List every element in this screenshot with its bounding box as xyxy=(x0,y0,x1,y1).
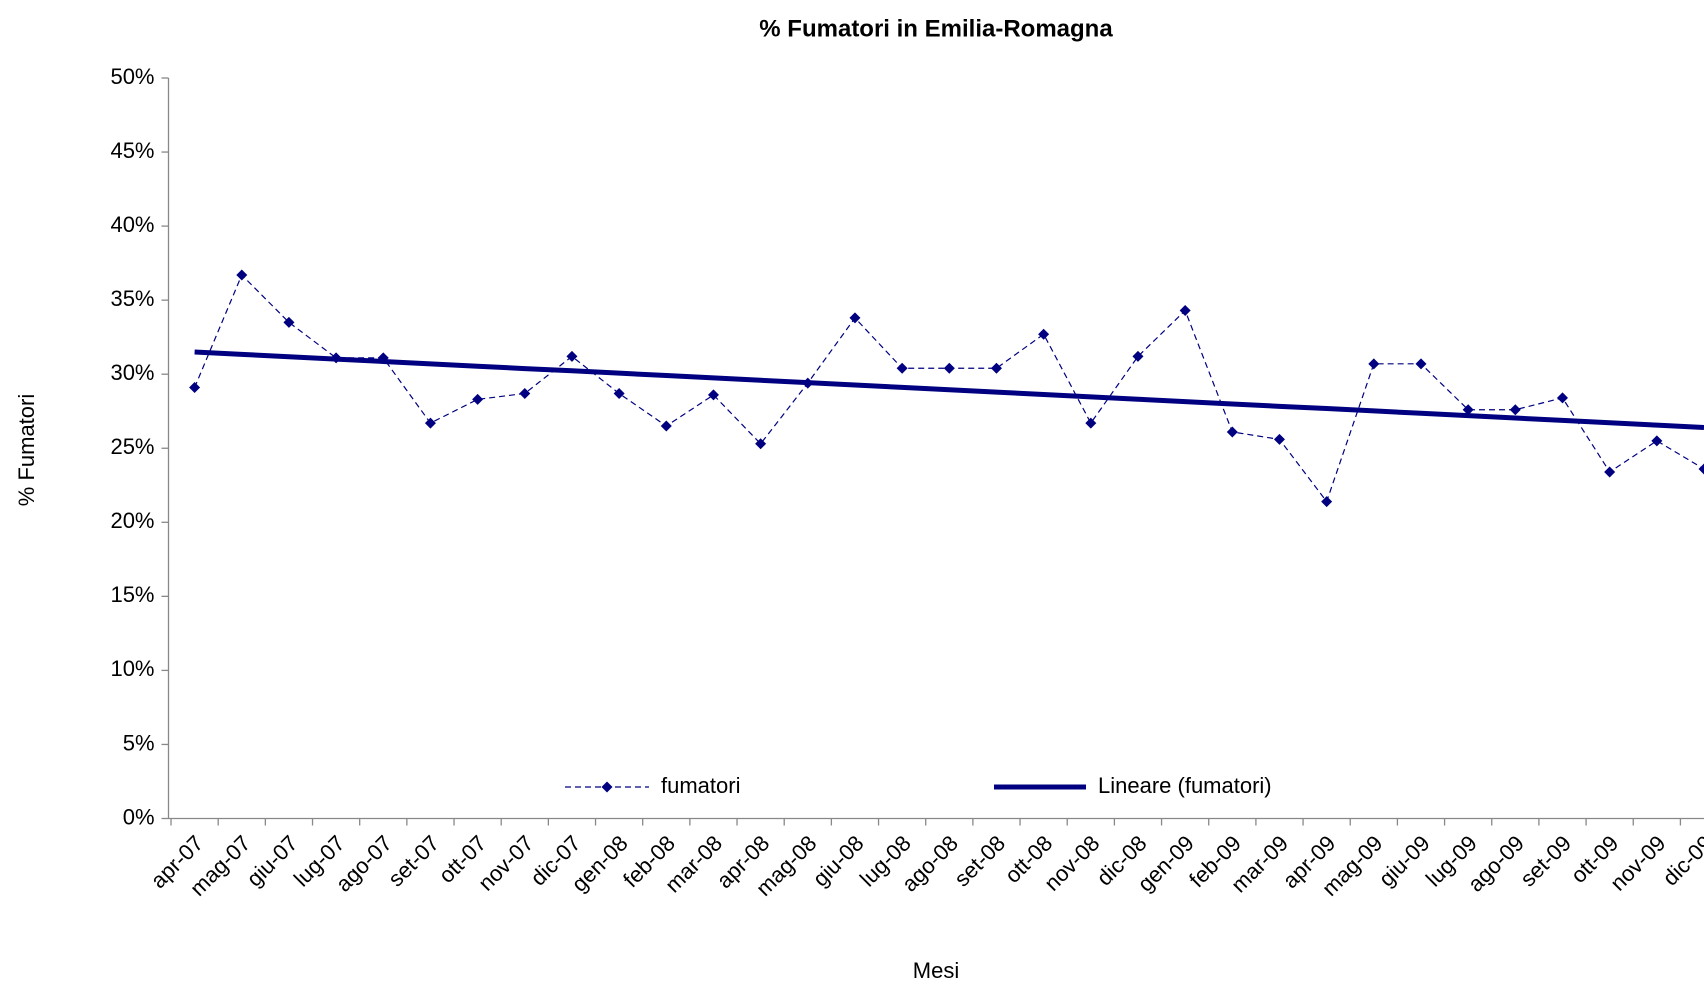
x-tick-label: set-09 xyxy=(1515,830,1576,891)
y-tick-label: 30% xyxy=(110,360,154,385)
data-point xyxy=(1226,426,1238,438)
legend-label: fumatori xyxy=(661,773,740,798)
data-point xyxy=(566,350,578,362)
data-point xyxy=(1462,404,1474,416)
data-point xyxy=(990,362,1002,374)
x-axis-label: Mesi xyxy=(913,958,959,983)
y-tick-label: 20% xyxy=(110,508,154,533)
chart-title: % Fumatori in Emilia-Romagna xyxy=(759,15,1113,42)
data-point xyxy=(943,362,955,374)
data-point xyxy=(660,420,672,432)
y-axis-label: % Fumatori xyxy=(14,394,39,506)
legend-label: Lineare (fumatori) xyxy=(1098,773,1272,798)
data-point xyxy=(1038,328,1050,340)
x-tick-label: dic-09 xyxy=(1658,830,1704,890)
x-tick-label: set-08 xyxy=(949,830,1010,891)
data-point xyxy=(1085,417,1097,429)
y-tick-label: 0% xyxy=(123,804,155,829)
x-tick-label: giu-09 xyxy=(1374,830,1435,891)
data-point xyxy=(472,393,484,405)
data-point xyxy=(283,316,295,328)
y-tick-label: 40% xyxy=(110,212,154,237)
data-point xyxy=(849,312,861,324)
data-point xyxy=(519,387,531,399)
legend-marker xyxy=(601,781,613,793)
y-tick-label: 15% xyxy=(110,582,154,607)
data-point xyxy=(1556,392,1568,404)
x-tick-label: set-07 xyxy=(383,830,444,891)
y-tick-label: 50% xyxy=(110,64,154,89)
data-point xyxy=(1698,463,1704,475)
y-tick-label: 45% xyxy=(110,138,154,163)
x-tick-label: giu-07 xyxy=(242,830,303,891)
data-point xyxy=(236,269,248,281)
data-point xyxy=(1368,358,1380,370)
data-point xyxy=(896,362,908,374)
y-tick-label: 35% xyxy=(110,286,154,311)
data-point xyxy=(1132,350,1144,362)
data-point xyxy=(1321,496,1333,508)
data-point xyxy=(424,417,436,429)
data-point xyxy=(707,389,719,401)
data-point xyxy=(613,387,625,399)
x-tick-label: giu-08 xyxy=(808,830,869,891)
y-tick-label: 5% xyxy=(123,730,155,755)
data-point xyxy=(1604,466,1616,478)
data-point xyxy=(1273,433,1285,445)
data-point xyxy=(755,438,767,450)
y-tick-label: 25% xyxy=(110,434,154,459)
y-tick-label: 10% xyxy=(110,656,154,681)
trend-line xyxy=(194,349,1704,431)
data-point xyxy=(1415,358,1427,370)
data-point xyxy=(1509,404,1521,416)
data-point xyxy=(1651,435,1663,447)
data-point xyxy=(1179,305,1191,317)
data-point xyxy=(189,382,201,394)
